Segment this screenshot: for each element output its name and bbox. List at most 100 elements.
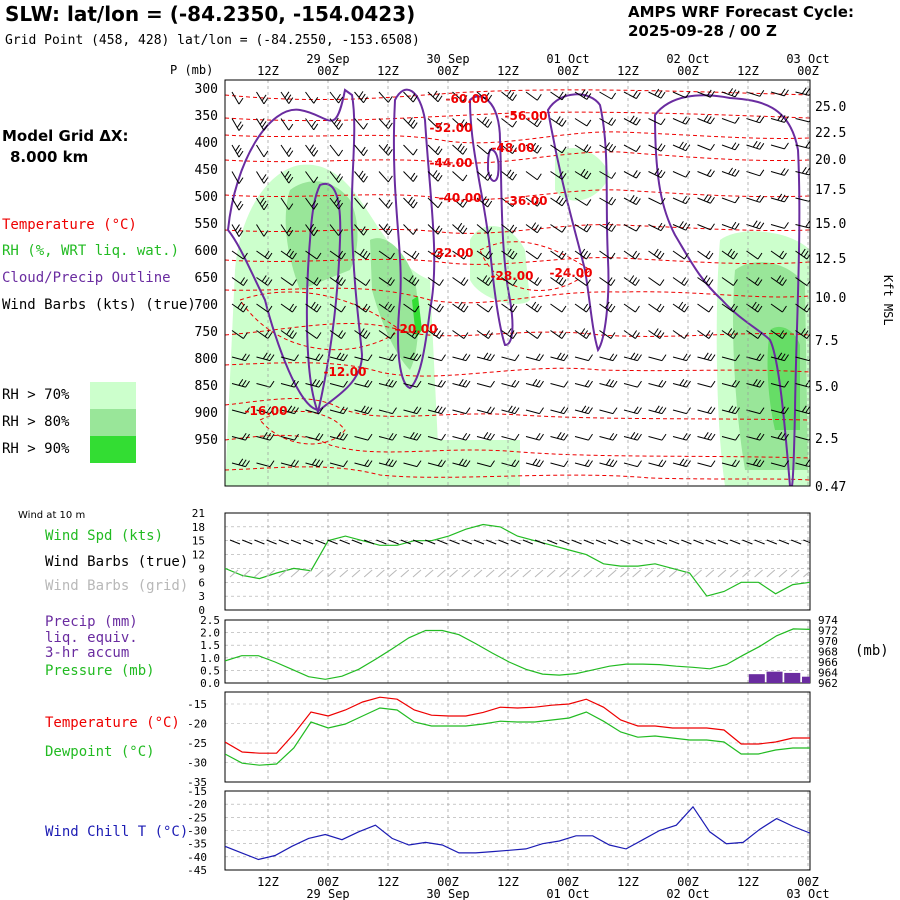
date-tick-bottom: 30 Sep xyxy=(426,887,469,900)
barb-flag xyxy=(784,195,789,203)
barb-flag xyxy=(735,433,740,441)
wind-barb xyxy=(623,250,640,260)
barb-flag xyxy=(261,94,267,102)
precip-bar xyxy=(802,676,810,683)
wind-barb xyxy=(599,171,617,179)
barb-flag xyxy=(387,175,393,183)
wind-barb xyxy=(354,379,373,388)
barb-flag xyxy=(338,149,344,157)
wind-barb xyxy=(721,88,740,98)
barb-flag xyxy=(261,174,267,181)
barb-flag xyxy=(509,171,515,179)
barb-flag xyxy=(414,332,420,339)
barb-shaft xyxy=(452,277,465,286)
pressure-tick: 350 xyxy=(195,109,218,124)
wind-barb xyxy=(746,353,765,362)
wind-barb xyxy=(574,459,593,468)
barb-flag xyxy=(635,305,640,313)
wind-barb xyxy=(378,197,393,209)
barb-flag xyxy=(558,91,564,99)
wind-barb xyxy=(574,433,593,441)
pressure-tick: 650 xyxy=(195,271,218,286)
wind-barb xyxy=(329,275,346,286)
barb-flag xyxy=(586,199,592,206)
wind-barb xyxy=(525,407,544,415)
wind-barb xyxy=(280,144,294,157)
barb-flag xyxy=(679,458,685,466)
barb-flag xyxy=(563,380,569,388)
wind-barb xyxy=(721,328,738,339)
wind-barb xyxy=(574,328,591,339)
wind-barb xyxy=(550,116,567,127)
wind-barb xyxy=(378,250,395,260)
barb-shaft xyxy=(403,383,418,388)
barb-flag xyxy=(757,305,763,313)
height-tick: 17.5 xyxy=(815,183,846,198)
barb-shaft xyxy=(305,250,318,260)
barb-flag xyxy=(706,195,712,203)
barb-flag xyxy=(245,460,250,467)
barb-shaft xyxy=(525,436,540,441)
wind-barb xyxy=(354,328,371,339)
surface-wind-barb-grid xyxy=(376,569,385,578)
barb-flag xyxy=(487,200,493,208)
label-wind-barbs-grid: Wind Barbs (grid) xyxy=(45,578,189,594)
wind-barb xyxy=(525,330,542,339)
barb-flag xyxy=(364,459,370,466)
kft-axis-label: Kft MSL xyxy=(881,275,895,326)
surface-wind-barb-grid xyxy=(327,569,336,578)
precip-tick: 0.5 xyxy=(200,664,220,677)
barb-flag xyxy=(535,353,541,360)
barb-flag xyxy=(705,277,711,284)
wind-barb xyxy=(501,118,517,128)
barb-shaft xyxy=(623,383,638,388)
wind-barb xyxy=(427,405,446,415)
barb-flag xyxy=(654,88,660,96)
barb-flag xyxy=(509,145,515,152)
wind-barb xyxy=(305,223,319,237)
temp-contour-label: -56.00 xyxy=(505,109,548,123)
temp-contour xyxy=(225,434,810,459)
wind-barb xyxy=(329,406,348,415)
barb-flag xyxy=(363,202,368,210)
barb-shaft xyxy=(648,436,663,441)
temp-contour-label: -24.00 xyxy=(550,266,593,280)
barb-shaft xyxy=(378,144,389,156)
wind-barb xyxy=(403,224,418,235)
barb-shaft xyxy=(770,144,785,150)
time-tick-bottom: 00Z xyxy=(677,875,699,889)
wind-barb xyxy=(795,277,810,286)
wind-barb xyxy=(721,277,738,286)
header: SLW: lat/lon = (-84.2350, -154.0423) Gri… xyxy=(0,0,900,60)
temp-contour-label: -20.00 xyxy=(395,322,438,336)
wind-chill-tick: -25 xyxy=(187,811,207,824)
wind-barb xyxy=(452,407,471,415)
barb-shaft xyxy=(427,303,440,313)
wind-spd-tick: 18 xyxy=(192,521,205,534)
wind-barb xyxy=(599,353,618,362)
wind-barb xyxy=(721,379,740,388)
time-tick-bottom: 12Z xyxy=(377,875,399,889)
barb-flag xyxy=(318,433,324,441)
barb-flag xyxy=(490,407,495,414)
legend-cloud: Cloud/Precip Outline xyxy=(2,270,171,286)
barb-shaft xyxy=(574,277,587,286)
barb-flag xyxy=(532,458,538,466)
temperature-line xyxy=(225,696,810,754)
barb-shaft xyxy=(305,171,315,184)
barb-flag xyxy=(236,227,242,234)
barb-flag xyxy=(536,199,542,207)
barb-flag xyxy=(784,460,789,467)
barb-flag xyxy=(635,171,641,179)
barb-flag xyxy=(686,460,691,467)
barb-flag xyxy=(611,119,617,126)
barb-flag xyxy=(759,116,765,124)
pressure-line xyxy=(225,628,810,680)
barb-shaft xyxy=(329,144,340,157)
wind-barb xyxy=(476,116,493,128)
wind-barb xyxy=(648,168,666,179)
barb-flag xyxy=(412,122,418,129)
wind-barb xyxy=(305,144,319,157)
wind-barb xyxy=(770,330,787,339)
wind-barb xyxy=(525,171,542,181)
